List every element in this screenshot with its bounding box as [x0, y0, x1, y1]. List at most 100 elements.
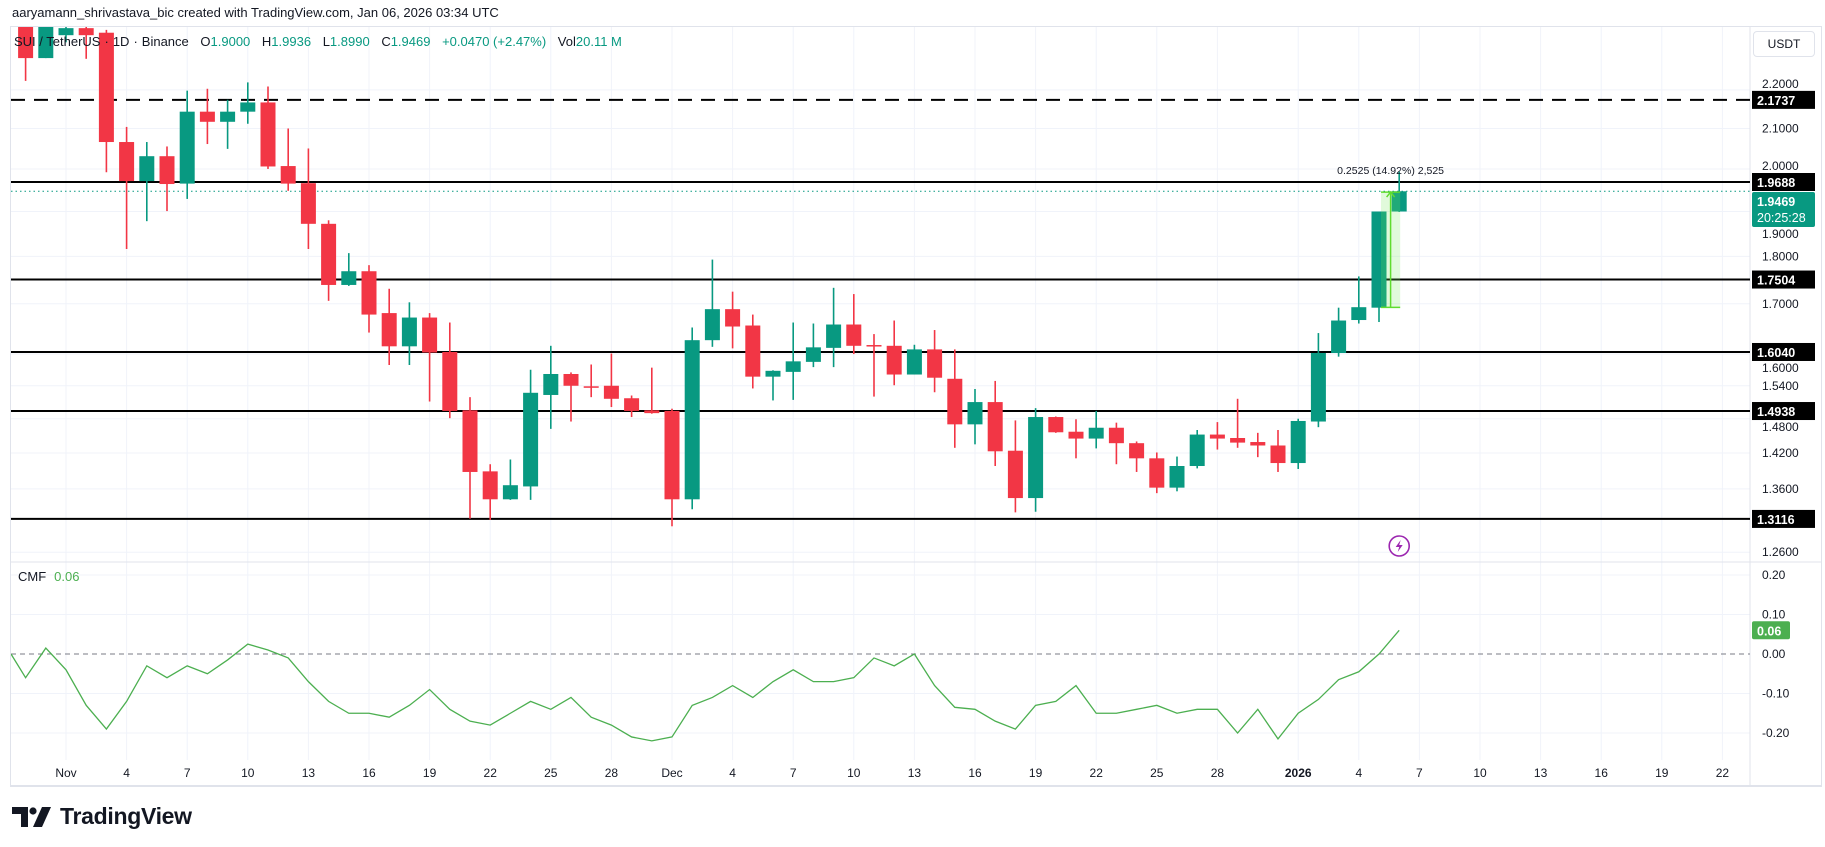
time-label: 22: [1716, 766, 1730, 780]
candle-body: [987, 402, 1003, 452]
candle-body: [1351, 307, 1367, 321]
candle-body: [179, 111, 195, 184]
time-label: 19: [1029, 766, 1043, 780]
candle: [381, 288, 397, 366]
time-label: Dec: [661, 766, 682, 780]
candle: [139, 142, 155, 222]
candle-body: [745, 325, 761, 377]
candle: [1209, 422, 1225, 450]
candle: [482, 464, 498, 520]
candle: [1270, 430, 1286, 472]
candle-body: [967, 402, 983, 425]
low-value: 1.8990: [329, 34, 370, 49]
cmf-legend[interactable]: CMF 0.06: [18, 569, 79, 584]
horizontal-levels[interactable]: [11, 98, 1750, 520]
candle: [1007, 420, 1023, 513]
candle: [1169, 456, 1185, 492]
currency-button[interactable]: USDT: [1753, 31, 1815, 57]
candle-body: [704, 309, 720, 341]
candle: [502, 459, 518, 500]
candle: [280, 128, 296, 191]
time-label: 28: [1211, 766, 1225, 780]
time-label: 16: [362, 766, 376, 780]
candle: [1048, 416, 1064, 433]
current-price-tag: [1752, 192, 1815, 227]
price-axis[interactable]: 2.1737 1.9688 1.7504 1.6040 1.4938 1.3116 1.94…: [1752, 77, 1815, 740]
price-range-measure[interactable]: 0.2525 (14.92%) 2,525: [1337, 165, 1444, 309]
candle-body: [1209, 434, 1225, 439]
candle-body: [906, 349, 922, 375]
candle-body: [1149, 458, 1165, 488]
candle: [401, 302, 417, 366]
candle-body: [199, 111, 215, 122]
level-price-label: 1.4938: [1757, 405, 1795, 419]
candle-body: [361, 271, 377, 315]
symbol-name[interactable]: SUI / TetherUS: [14, 34, 101, 49]
lightning-icon: [1395, 540, 1403, 552]
candle: [1028, 408, 1044, 512]
candle-body: [1270, 445, 1286, 464]
level-price-tag: [1752, 402, 1815, 421]
price-tick-label: 1.9000: [1762, 227, 1799, 241]
candle-body: [583, 386, 599, 388]
candle: [1068, 419, 1084, 459]
symbol-legend[interactable]: SUI / TetherUS · 1D · Binance O1.9000 H1.993…: [14, 34, 622, 49]
candle: [987, 380, 1003, 467]
time-label: 28: [605, 766, 619, 780]
candle: [805, 323, 821, 368]
chart-frame: [10, 26, 1822, 787]
chart-attribution: aaryamann_shrivastava_bic created with T…: [12, 5, 499, 20]
candle-body: [765, 370, 781, 377]
price-tick-label: 1.4800: [1762, 420, 1799, 434]
candle-body: [563, 373, 579, 386]
candle-body: [805, 347, 821, 362]
candle-body: [18, 27, 34, 59]
candle-body: [1391, 191, 1407, 212]
time-label: 2026: [1285, 766, 1312, 780]
time-label: 16: [1595, 766, 1609, 780]
price-tick-label: 1.8000: [1762, 249, 1799, 263]
candle: [38, 27, 54, 59]
time-label: 22: [484, 766, 498, 780]
interval[interactable]: 1D: [112, 34, 130, 49]
candle-body: [78, 28, 94, 36]
candle: [664, 408, 680, 527]
candle: [1371, 211, 1387, 323]
candle-body: [300, 183, 316, 224]
time-label: 13: [1534, 766, 1548, 780]
candle-body: [139, 156, 155, 182]
candle-body: [1129, 443, 1145, 459]
candle-body: [1028, 417, 1044, 499]
candle-body: [482, 471, 498, 500]
candle: [300, 148, 316, 250]
tradingview-logo-icon: [12, 806, 51, 827]
price-tick-label: 1.4200: [1762, 446, 1799, 460]
candle: [644, 367, 660, 414]
candle-body: [1189, 434, 1205, 467]
close-value: 1.9469: [390, 34, 431, 49]
time-label: Nov: [55, 766, 76, 780]
candle: [1351, 276, 1367, 324]
candle-body: [502, 485, 518, 500]
event-marker[interactable]: [1388, 535, 1410, 557]
candle: [179, 90, 195, 199]
time-label: 10: [847, 766, 861, 780]
candle-body: [401, 317, 417, 347]
time-label: 7: [790, 766, 797, 780]
candle-body: [1331, 320, 1347, 354]
candle: [462, 397, 478, 519]
footer-logo[interactable]: TradingView: [12, 803, 192, 830]
price-tick-label: 2.1000: [1762, 121, 1799, 135]
current-price-label: 1.9469: [1757, 195, 1795, 209]
time-axis[interactable]: Nov 4 7 10 13 16 19 22 25 28 Dec 4 7 10 13 16 19 22 25 28 20…: [55, 766, 1729, 780]
bar-countdown-label: 20:25:28: [1757, 211, 1806, 225]
candle-body: [543, 373, 559, 395]
candle-body: [1007, 450, 1023, 499]
low-label: L: [322, 34, 330, 49]
measure-label: 0.2525 (14.92%) 2,525: [1337, 165, 1444, 177]
candle-body: [1169, 466, 1185, 488]
candle-body: [240, 102, 256, 112]
candle-body: [58, 28, 74, 36]
candle: [119, 126, 135, 250]
